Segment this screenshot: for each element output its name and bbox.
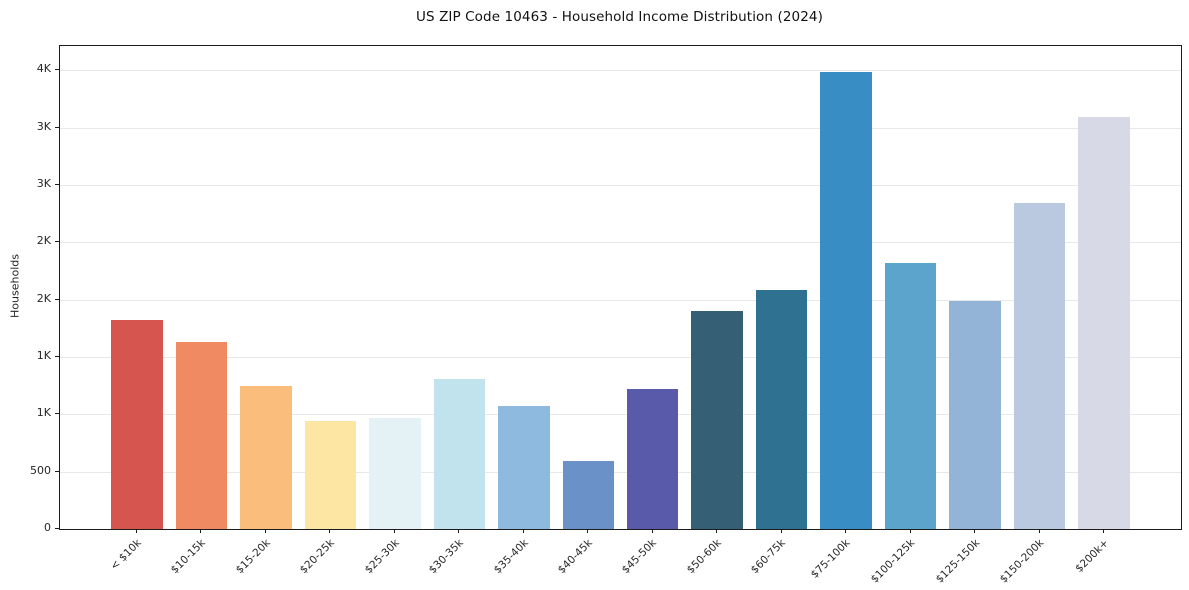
bar-0 xyxy=(111,320,163,529)
bar-8 xyxy=(626,389,679,529)
x-tick-label: $50-60k xyxy=(684,537,724,577)
y-tick-label: 1K xyxy=(36,348,51,362)
y-tick-mark xyxy=(55,183,59,185)
bar-10 xyxy=(755,290,808,529)
gridline xyxy=(60,299,1181,301)
x-tick-mark xyxy=(651,529,653,533)
y-tick-mark xyxy=(55,355,59,357)
x-tick-label: $125-150k xyxy=(933,537,982,586)
y-tick-label: 1K xyxy=(36,406,51,420)
x-tick-mark xyxy=(135,529,137,533)
y-tick-mark xyxy=(55,298,59,300)
x-tick-mark xyxy=(587,529,589,533)
x-tick-label: $25-30k xyxy=(362,537,402,577)
x-tick-label: $150-200k xyxy=(997,537,1047,586)
gridline xyxy=(60,127,1181,129)
gridline xyxy=(60,242,1181,244)
gridline xyxy=(60,471,1181,473)
bar-13 xyxy=(949,300,1001,529)
y-tick-label: 2K xyxy=(36,291,51,305)
x-tick-label: $10-15k xyxy=(168,537,208,577)
x-tick-label: $100-125k xyxy=(868,537,918,586)
bar-15 xyxy=(1078,117,1130,529)
y-tick-mark xyxy=(55,126,59,128)
y-tick-label: 0 xyxy=(44,521,51,534)
x-tick-label: $45-50k xyxy=(620,537,660,577)
y-tick-label: 4K xyxy=(36,62,51,76)
x-tick-mark xyxy=(974,529,976,533)
x-tick-label: $75-100k xyxy=(808,537,853,581)
x-tick-label: $200k+ xyxy=(1072,537,1111,575)
y-tick-label: 500 xyxy=(30,463,51,477)
x-tick-label: $15-20k xyxy=(233,537,273,577)
plot-area xyxy=(59,45,1182,530)
x-tick-label: $40-45k xyxy=(555,537,595,577)
y-tick-mark xyxy=(55,69,59,71)
x-tick-mark xyxy=(780,529,782,533)
x-tick-mark xyxy=(845,529,847,533)
y-tick-mark xyxy=(55,470,59,472)
x-tick-mark xyxy=(909,529,911,533)
bar-3 xyxy=(304,420,357,529)
bar-11 xyxy=(820,71,872,529)
y-tick-label: 2K xyxy=(36,234,51,248)
bar-5 xyxy=(433,379,486,529)
x-tick-mark xyxy=(716,529,718,533)
bar-6 xyxy=(498,406,550,529)
bar-2 xyxy=(240,386,292,529)
x-tick-mark xyxy=(200,529,202,533)
y-tick-mark xyxy=(55,413,59,415)
chart-title: US ZIP Code 10463 - Household Income Dis… xyxy=(416,9,823,25)
x-tick-mark xyxy=(1103,529,1105,533)
x-tick-mark xyxy=(264,529,266,533)
x-tick-label: $30-35k xyxy=(426,537,466,577)
x-tick-mark xyxy=(458,529,460,533)
bar-7 xyxy=(562,460,615,529)
gridline xyxy=(60,414,1181,416)
x-tick-mark xyxy=(1038,529,1040,533)
bar-12 xyxy=(884,262,937,529)
y-tick-label: 3K xyxy=(36,176,51,190)
y-tick-mark xyxy=(55,528,59,529)
bar-14 xyxy=(1013,203,1066,529)
x-tick-mark xyxy=(522,529,524,533)
bar-1 xyxy=(175,342,228,529)
x-tick-mark xyxy=(329,529,331,533)
y-tick-mark xyxy=(55,241,59,243)
bar-9 xyxy=(691,311,743,529)
x-tick-label: $35-40k xyxy=(491,537,531,577)
x-tick-label: $20-25k xyxy=(297,537,337,577)
y-axis-label: Households xyxy=(8,254,22,318)
x-tick-label: < $10k xyxy=(107,537,144,573)
y-tick-label: 3K xyxy=(36,119,51,133)
gridline xyxy=(60,356,1181,358)
x-tick-label: $60-75k xyxy=(749,537,789,577)
bar-4 xyxy=(369,417,421,529)
gridline xyxy=(60,184,1181,186)
gridline xyxy=(60,70,1181,72)
x-tick-mark xyxy=(393,529,395,533)
